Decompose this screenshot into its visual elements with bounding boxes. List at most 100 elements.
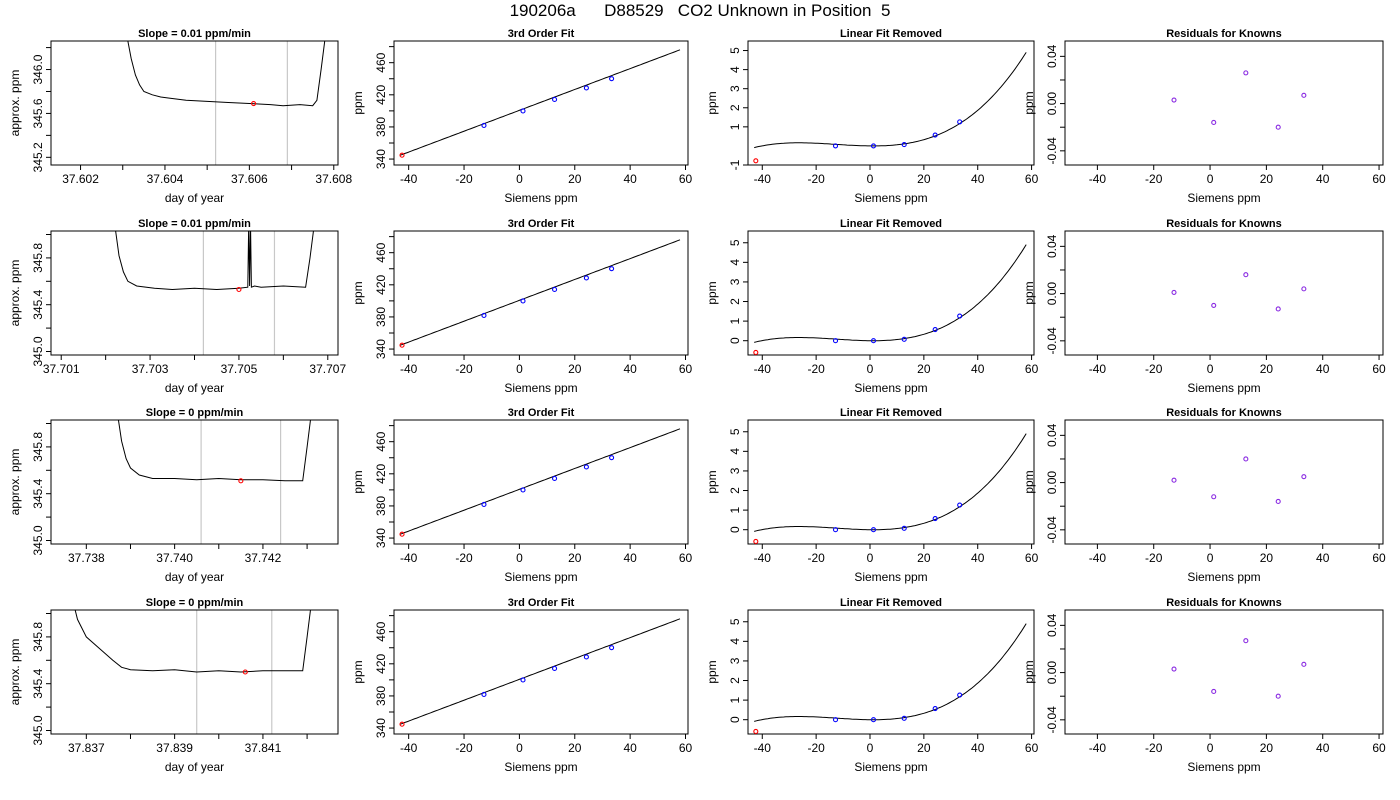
plot-frame [747, 609, 1035, 735]
known-point [957, 119, 963, 125]
known-point [583, 464, 589, 470]
x-axis-label: day of year [165, 191, 224, 205]
unknown-point [242, 669, 248, 675]
plot-frame [747, 230, 1035, 356]
x-tick-label: 0 [1207, 362, 1214, 376]
x-tick-label: 20 [917, 362, 931, 376]
x-tick-label: 37.703 [132, 362, 169, 376]
x-tick-label: 40 [1316, 551, 1330, 565]
x-tick-label: -40 [754, 551, 772, 565]
plot-frame [747, 40, 1035, 166]
known-point [481, 501, 487, 508]
known-point [520, 108, 526, 114]
known-point [552, 286, 558, 293]
y-tick-label: 0.04 [1045, 44, 1059, 68]
unknown-point [238, 478, 244, 484]
x-tick-label: 60 [1372, 551, 1386, 565]
y-tick-label: 5 [728, 239, 742, 246]
data-layer [399, 239, 681, 348]
y-tick-label: 3 [728, 657, 742, 664]
plot-frame [1064, 230, 1384, 356]
x-tick-label: -40 [400, 362, 418, 376]
y-tick-label: 1 [728, 506, 742, 513]
y-tick-label: 3 [728, 278, 742, 285]
y-tick-label: 345.8 [31, 243, 45, 273]
data-layer [127, 41, 326, 107]
x-tick-label: -40 [400, 172, 418, 186]
panel-title: 3rd Order Fit [508, 28, 575, 40]
x-tick-label: 60 [679, 172, 693, 186]
x-tick-label: -40 [754, 362, 772, 376]
data-layer [74, 610, 311, 675]
known-point [583, 275, 589, 281]
known-point [520, 487, 526, 493]
known-point [552, 475, 558, 482]
residual-point [1301, 661, 1307, 667]
residual-point [1171, 97, 1177, 103]
x-tick-label: 37.602 [62, 172, 99, 186]
y-tick-label: 380 [374, 307, 388, 327]
y-axis-label: ppm [351, 281, 365, 304]
y-tick-label: 340 [374, 149, 388, 169]
x-tick-label: 60 [1025, 172, 1039, 186]
data-layer [753, 52, 1027, 164]
unknown-point [236, 286, 242, 293]
x-tick-label: 20 [568, 551, 582, 565]
x-tick-label: 40 [623, 172, 637, 186]
y-tick-label: -0.04 [1045, 516, 1059, 544]
x-tick-label: 60 [1025, 551, 1039, 565]
panel: Slope = 0 ppm/min 37.837 37.839 37.841 345.0… [8, 597, 339, 774]
plot-frame [1064, 419, 1384, 545]
x-tick-label: -40 [400, 741, 418, 755]
known-point [609, 266, 615, 272]
known-point [957, 502, 963, 508]
known-point [901, 142, 907, 148]
x-tick-label: -40 [754, 172, 772, 186]
y-axis-label: approx. ppm [8, 639, 22, 706]
panel-title: Slope = 0 ppm/min [146, 597, 244, 609]
residual-point [1275, 306, 1281, 312]
y-tick-label: 2 [728, 104, 742, 111]
x-tick-label: 40 [623, 741, 637, 755]
known-point [832, 143, 839, 149]
panel: 3rd Order Fit -40 -20 0 20 40 60 340 380 420 460 Si… [351, 218, 693, 395]
known-point [583, 654, 589, 660]
residual-point [1301, 474, 1307, 480]
series-line [115, 231, 314, 291]
x-tick-label: 37.705 [221, 362, 258, 376]
y-tick-label: 420 [374, 463, 388, 483]
data-layer [1171, 456, 1307, 505]
x-axis-label: day of year [165, 570, 224, 584]
panel: Linear Fit Removed -40 -20 0 20 40 60 0 1 2 3 4 5 Sie… [705, 218, 1039, 395]
known-point [520, 677, 526, 683]
y-tick-label: 345.0 [31, 336, 45, 366]
y-axis-label: ppm [705, 91, 719, 114]
x-tick-label: 37.740 [156, 551, 193, 565]
x-axis-label: Siemens ppm [854, 760, 927, 774]
data-layer [1171, 70, 1307, 130]
known-point [520, 298, 526, 304]
x-tick-label: 20 [1260, 551, 1274, 565]
x-tick-label: -20 [1145, 362, 1163, 376]
known-point [832, 717, 839, 723]
x-axis-label: Siemens ppm [1187, 760, 1260, 774]
panel-title: 3rd Order Fit [508, 597, 575, 609]
data-layer [1171, 272, 1307, 312]
unknown-point [753, 538, 759, 544]
known-point [481, 122, 487, 129]
known-point [609, 645, 615, 651]
data-layer [399, 618, 681, 727]
y-tick-label: -0.04 [1045, 327, 1059, 355]
x-tick-label: 20 [917, 551, 931, 565]
x-tick-label: -20 [807, 741, 825, 755]
x-axis-label: Siemens ppm [854, 381, 927, 395]
known-point [932, 515, 938, 522]
y-axis-label: ppm [1022, 660, 1036, 683]
x-tick-label: 60 [1025, 362, 1039, 376]
panel-title: Residuals for Knowns [1166, 597, 1282, 609]
x-tick-label: 0 [516, 741, 523, 755]
x-tick-label: 40 [1316, 172, 1330, 186]
panel-title: Linear Fit Removed [840, 407, 942, 419]
y-axis-label: ppm [351, 660, 365, 683]
y-tick-label: 340 [374, 528, 388, 548]
